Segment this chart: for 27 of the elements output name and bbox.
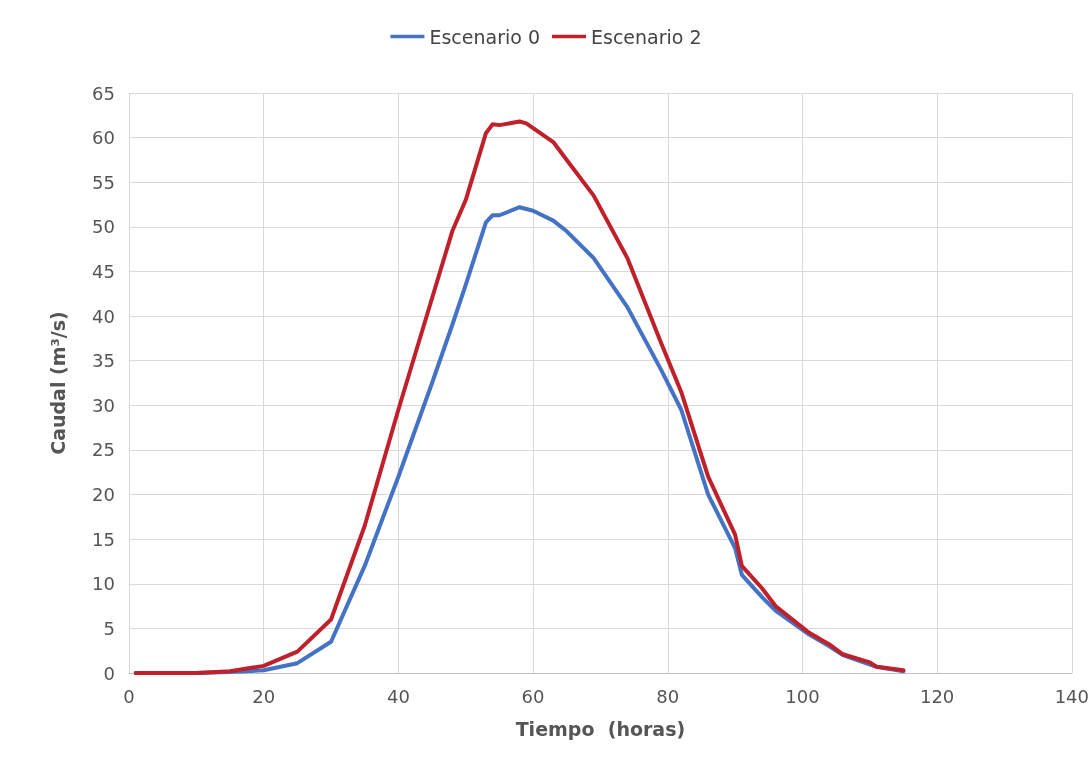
legend-label: Escenario 2 <box>591 25 702 48</box>
x-tick-label: 60 <box>521 685 545 707</box>
y-tick-label: 65 <box>92 82 115 104</box>
y-tick-label: 50 <box>92 216 115 238</box>
y-tick-label: 40 <box>92 305 115 327</box>
y-tick-label: 55 <box>92 171 115 193</box>
y-tick-label: 25 <box>92 439 115 461</box>
y-tick-label: 45 <box>92 260 115 282</box>
x-tick-label: 0 <box>123 685 135 707</box>
line-series <box>133 119 906 675</box>
x-tick-label: 100 <box>785 685 820 707</box>
y-tick-label: 15 <box>92 528 115 550</box>
y-axis-title: Caudal (m³/s) <box>46 311 69 455</box>
y-tick-label: 5 <box>103 617 115 639</box>
x-axis-title: Tiempo (horas) <box>515 717 686 740</box>
x-tick-label: 20 <box>252 685 276 707</box>
x-tick-label: 140 <box>1054 685 1089 707</box>
x-tick-label: 80 <box>656 685 680 707</box>
y-tick-label: 0 <box>103 662 115 684</box>
y-tick-label: 35 <box>92 350 115 372</box>
x-tick-label: 40 <box>386 685 410 707</box>
y-tick-label: 10 <box>92 573 115 595</box>
y-tick-label: 30 <box>92 394 115 416</box>
x-tick-label: 120 <box>919 685 955 707</box>
y-tick-label: 20 <box>92 484 115 506</box>
y-tick-label: 60 <box>92 127 115 149</box>
legend-label: Escenario 0 <box>429 25 541 48</box>
